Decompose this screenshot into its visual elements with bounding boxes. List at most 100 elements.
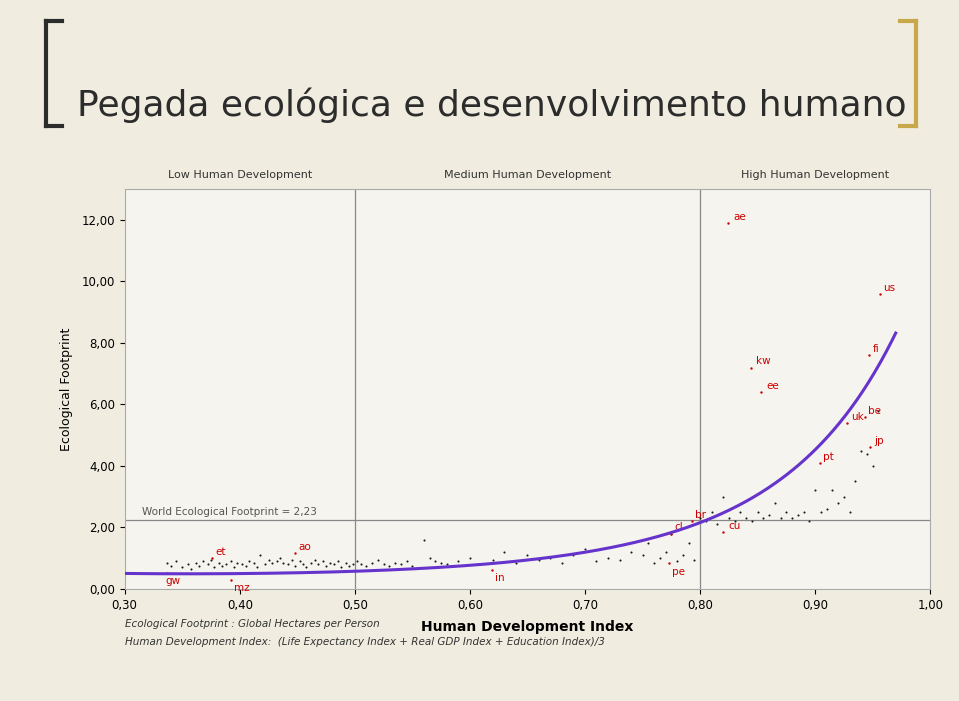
Point: [203, 554, 219, 565]
Point: [600, 552, 616, 564]
Text: ae: ae: [734, 212, 746, 222]
Point: [508, 557, 524, 569]
Point: [433, 557, 449, 569]
Point: [863, 442, 878, 453]
Point: [761, 510, 777, 521]
Point: [744, 516, 760, 527]
Point: [872, 288, 887, 299]
Point: [261, 554, 276, 565]
Point: [704, 506, 719, 517]
Point: [246, 557, 261, 569]
Point: [865, 461, 880, 472]
Text: jp: jp: [874, 437, 883, 447]
Point: [658, 546, 673, 557]
Point: [353, 559, 368, 570]
Point: [393, 559, 409, 570]
Point: [222, 556, 238, 567]
Point: [303, 557, 318, 569]
Point: [662, 557, 677, 569]
Text: in: in: [495, 573, 504, 583]
X-axis label: Human Development Index: Human Development Index: [421, 620, 634, 634]
Point: [485, 554, 501, 565]
Point: [531, 554, 547, 565]
Point: [825, 485, 840, 496]
Point: [315, 556, 330, 567]
Point: [439, 559, 455, 570]
Point: [207, 562, 222, 573]
Point: [364, 557, 380, 569]
Text: ee: ee: [767, 381, 780, 391]
Y-axis label: Ecological Footprint: Ecological Footprint: [60, 327, 73, 451]
Point: [428, 556, 443, 567]
Point: [784, 512, 800, 524]
Point: [623, 546, 639, 557]
Point: [836, 491, 852, 502]
Point: [773, 512, 788, 524]
Point: [292, 556, 307, 567]
Point: [790, 510, 806, 521]
Point: [276, 557, 292, 569]
Point: [299, 562, 315, 573]
Point: [242, 556, 257, 567]
Text: gw: gw: [165, 576, 180, 586]
Point: [664, 528, 679, 539]
Point: [169, 556, 184, 567]
Point: [698, 516, 713, 527]
Point: [612, 554, 627, 565]
Point: [311, 559, 326, 570]
Point: [738, 512, 754, 524]
Point: [830, 497, 846, 508]
Text: mz: mz: [234, 583, 249, 593]
Point: [669, 556, 685, 567]
Text: et: et: [216, 547, 226, 557]
Text: fi: fi: [873, 344, 879, 354]
Point: [859, 448, 875, 459]
Point: [295, 559, 311, 570]
Point: [405, 560, 420, 571]
Point: [307, 554, 322, 565]
Point: [474, 559, 489, 570]
Point: [819, 503, 834, 515]
Point: [284, 554, 299, 565]
Text: kw: kw: [757, 357, 771, 367]
Point: [253, 550, 269, 561]
Text: be: be: [868, 406, 881, 416]
Point: [338, 557, 353, 569]
Text: World Ecological Footprint = 2,23: World Ecological Footprint = 2,23: [142, 507, 316, 517]
Point: [175, 562, 190, 573]
Text: cl: cl: [675, 522, 684, 533]
Point: [779, 506, 794, 517]
Point: [451, 556, 466, 567]
Point: [272, 552, 288, 564]
Point: [422, 552, 437, 564]
Point: [685, 516, 700, 527]
Point: [257, 559, 272, 570]
Point: [813, 506, 829, 517]
Point: [226, 562, 242, 573]
Point: [840, 417, 855, 428]
Point: [720, 217, 736, 229]
Text: Pegada ecológica e desenvolvimento humano: Pegada ecológica e desenvolvimento human…: [77, 88, 906, 123]
Point: [399, 556, 414, 567]
Text: pt: pt: [823, 451, 834, 462]
Point: [341, 560, 357, 571]
Point: [589, 556, 604, 567]
Point: [681, 537, 696, 548]
Point: [462, 552, 478, 564]
Point: [796, 506, 811, 517]
Text: cu: cu: [729, 521, 741, 531]
Point: [802, 516, 817, 527]
Point: [199, 559, 215, 570]
Point: [733, 506, 748, 517]
Point: [664, 528, 679, 539]
Point: [554, 557, 570, 569]
Point: [215, 560, 230, 571]
Text: pe: pe: [672, 567, 686, 577]
Point: [721, 512, 737, 524]
Point: [854, 445, 869, 456]
Point: [520, 550, 535, 561]
Point: [326, 559, 341, 570]
Point: [727, 516, 742, 527]
Point: [370, 554, 386, 565]
Text: us: us: [883, 283, 895, 293]
